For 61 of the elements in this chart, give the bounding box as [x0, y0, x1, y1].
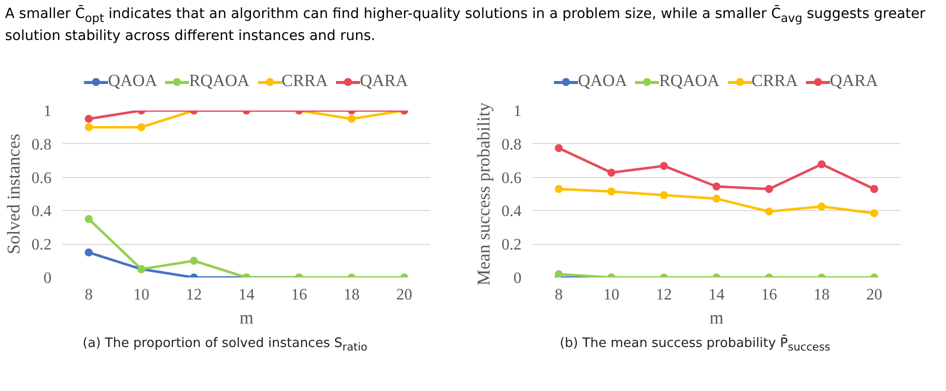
text: (a) The proportion of solved instances S$_{ratio}$ [82, 335, 368, 356]
legend-label: QAOA [106, 71, 158, 90]
legend-label: CRRA [750, 71, 798, 90]
x-tick-label: 10 [133, 286, 150, 304]
point [554, 184, 563, 193]
point [818, 202, 826, 211]
x-tick-label: 8 [84, 286, 93, 304]
x-axis-title: m [240, 308, 254, 328]
x-tick-label: 16 [761, 286, 778, 304]
y-tick-label: 1 [514, 103, 522, 120]
x-tick-label: 12 [656, 286, 672, 304]
y-axis-title: Mean success probability [474, 102, 494, 286]
point [554, 270, 563, 278]
y-tick-label: 1 [44, 103, 52, 120]
legend-label: CRRA [280, 71, 328, 90]
point [137, 123, 146, 132]
y-tick-label: 0.8 [502, 136, 522, 154]
x-tick-label: 20 [396, 286, 412, 304]
point [712, 194, 720, 203]
point [870, 209, 878, 218]
x-tick-label: 12 [186, 286, 202, 304]
point [554, 144, 563, 152]
x-tick-label: 14 [708, 286, 724, 304]
point [712, 182, 720, 190]
y-tick-label: 0 [514, 270, 522, 287]
x-tick-label: 10 [603, 286, 620, 304]
y-tick-label: 0.6 [502, 170, 522, 187]
x-tick-label: 8 [554, 286, 563, 304]
y-tick-label: 0.8 [32, 136, 52, 154]
point [660, 162, 668, 170]
point [818, 160, 826, 168]
legend-label: QAOA [576, 71, 628, 90]
x-tick-label: 18 [344, 286, 360, 304]
point [870, 184, 878, 193]
x-tick-label: 14 [238, 286, 254, 304]
x-tick-label: 16 [291, 286, 308, 304]
x-axis-title: m [710, 308, 724, 328]
point [765, 184, 774, 193]
point [660, 191, 668, 200]
y-tick-label: 0 [44, 270, 52, 287]
point [607, 168, 616, 177]
point [765, 208, 774, 216]
y-tick-label: 0.2 [502, 236, 522, 254]
y-tick-label: 0.4 [502, 203, 522, 220]
legend-label: RQAOA [188, 71, 250, 90]
y-tick-label: 0.2 [32, 236, 52, 254]
y-axis-title: Solved instances [4, 134, 24, 254]
legend-label: RQAOA [658, 71, 720, 90]
x-tick-label: 20 [866, 286, 882, 304]
text: (b) The mean success probability P̄$_{success}$ [560, 335, 830, 356]
y-tick-label: 0.6 [32, 170, 52, 187]
point [84, 248, 93, 256]
x-tick-label: 18 [814, 286, 830, 304]
legend-label: QARA [828, 71, 878, 90]
point [607, 188, 616, 196]
point [84, 215, 93, 224]
legend-label: QARA [358, 71, 408, 90]
point [190, 256, 198, 265]
y-tick-label: 0.4 [32, 203, 52, 220]
text: A smaller C̄$_{opt}$ indicates that an algorithm can find higher-quality solutions in a problem size, while a smaller C̄$_{avg}$ suggests greater solution stability across different instances and runs. [5, 6, 926, 44]
point [84, 123, 93, 132]
